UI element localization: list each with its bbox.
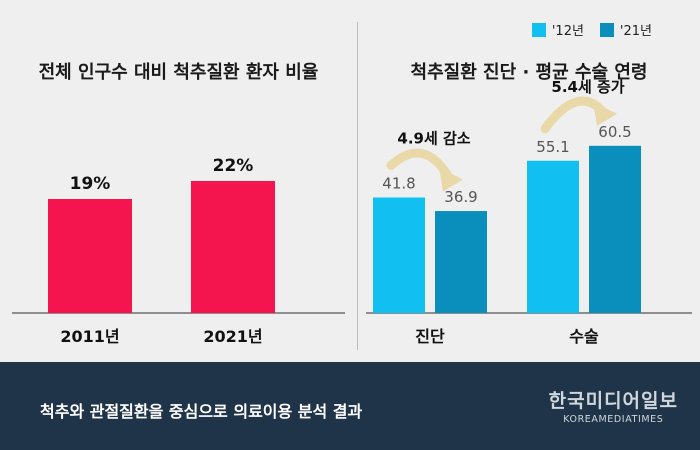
legend-swatch-2012 <box>531 22 546 37</box>
legend-item-2021: '21년 <box>599 20 652 39</box>
bar-value-label: 41.8 <box>382 175 415 193</box>
trend-arrow-body <box>386 148 454 182</box>
panel-divider <box>357 22 358 350</box>
legend-label-2021: '21년 <box>619 24 652 39</box>
right-bar-chart: 41.8 36.9 진단 4.9세 감소 55.1 60.5 수술 5.4세 증가 <box>366 78 692 346</box>
bar-group0-series1 <box>435 211 487 313</box>
legend-label-2012: '12년 <box>551 24 584 39</box>
bar-group1-series1 <box>589 145 641 313</box>
category-label: 2021년 <box>203 327 262 346</box>
trend-annotation: 4.9세 감소 <box>397 130 470 148</box>
bar-value-label: 19% <box>70 174 111 194</box>
bar-value-label: 55.1 <box>536 138 569 156</box>
left-chart-title: 전체 인구수 대비 척추질환 환자 비율 <box>38 62 319 83</box>
right-chart-title: 척추질환 진단 · 평균 수술 연령 <box>410 62 648 83</box>
legend-item-2012: '12년 <box>531 20 584 39</box>
right-chart-panel: '12년 '21년 척추질환 진단 · 평균 수술 연령 41.8 36.9 진단 4… <box>358 0 700 362</box>
left-bar-chart: 19% 2011년 22% 2021년 <box>12 156 345 346</box>
chart-legend: '12년 '21년 <box>531 20 652 39</box>
bar-group1-series0 <box>527 160 579 313</box>
trend-annotation: 5.4세 증가 <box>551 78 624 96</box>
bar-value-label: 22% <box>213 156 254 176</box>
trend-arrow-head <box>593 101 617 126</box>
bar-1 <box>191 181 275 313</box>
footer-caption: 척추와 관절질환을 중심으로 의료이용 분석 결과 <box>40 402 363 421</box>
left-chart-panel: 전체 인구수 대비 척추질환 환자 비율 19% 2011년 22% 2021년 <box>0 0 357 362</box>
trend-arrow-head <box>439 167 463 192</box>
brand-korean: 한국미디어일보 <box>548 390 678 412</box>
brand-logo: 한국미디어일보 KOREAMEDIATIMES <box>549 386 678 425</box>
category-label: 2011년 <box>60 327 119 346</box>
footer-bar: 척추와 관절질환을 중심으로 의료이용 분석 결과 한국미디어일보 KOREAM… <box>0 362 700 450</box>
brand-english: KOREAMEDIATIMES <box>563 414 664 425</box>
legend-swatch-2021 <box>599 22 614 37</box>
bar-value-label: 36.9 <box>444 188 477 206</box>
bar-value-label: 60.5 <box>598 123 631 141</box>
category-label: 진단 <box>415 327 445 346</box>
bar-group0-series0 <box>373 197 425 313</box>
category-label: 수술 <box>569 327 599 346</box>
bar-0 <box>48 199 132 313</box>
